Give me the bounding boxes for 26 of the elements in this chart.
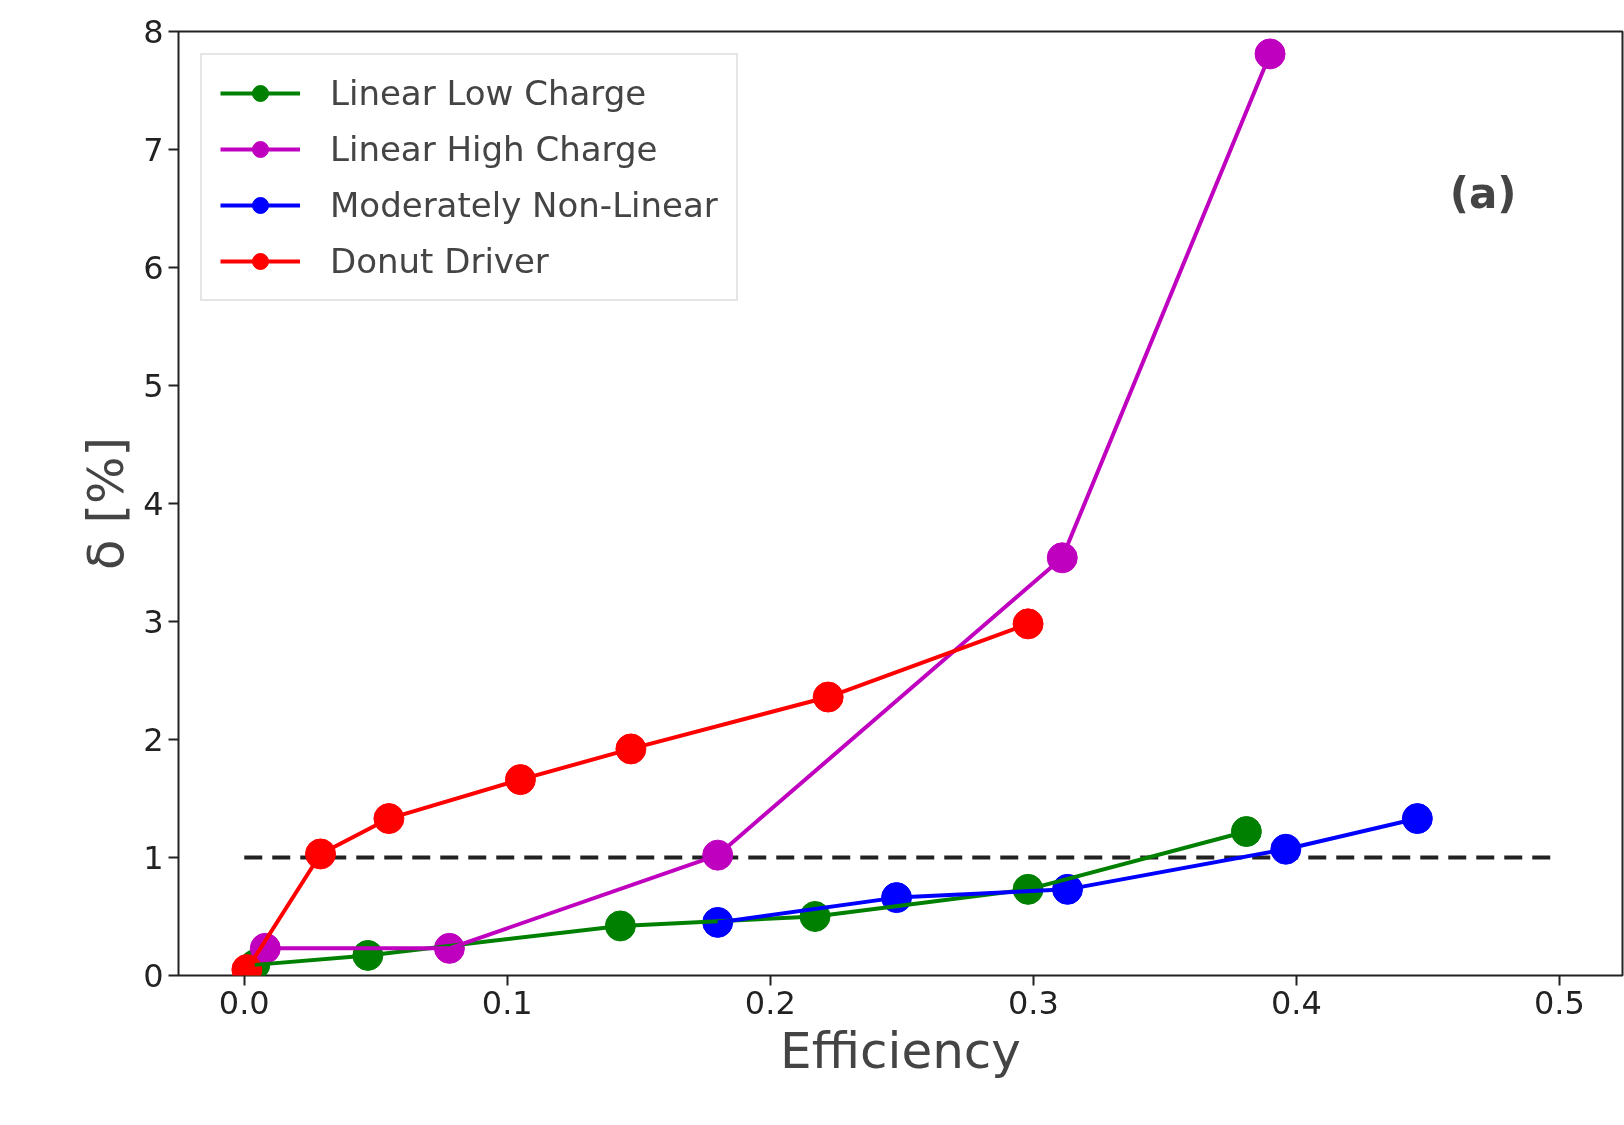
point	[1254, 38, 1286, 70]
point	[1230, 816, 1262, 848]
x-tick-label: 0.2	[744, 983, 796, 1022]
y-tick-label: 2	[143, 721, 164, 759]
y-tick-label: 7	[143, 131, 164, 169]
y-tick-label: 1	[143, 839, 164, 877]
legend-label: Linear High Charge	[330, 129, 658, 169]
y-tick-label: 3	[143, 603, 164, 641]
y-tick-label: 4	[143, 485, 164, 523]
point	[1401, 803, 1433, 835]
x-tick-label: 0.3	[1007, 983, 1059, 1022]
x-tick-label: 0.5	[1533, 983, 1585, 1022]
x-axis-title: Efficiency	[780, 1021, 1021, 1080]
y-tick-label: 5	[143, 367, 164, 405]
legend-label: Moderately Non-Linear	[330, 185, 718, 225]
x-tick-label: 0.1	[481, 983, 533, 1022]
legend-label: Donut Driver	[330, 241, 549, 281]
y-tick-label: 8	[143, 13, 164, 51]
point	[1012, 608, 1044, 640]
x-tick-label: 0.4	[1270, 983, 1322, 1022]
x-tick-label: 0.0	[218, 983, 270, 1022]
y-axis-title: δ [%]	[77, 436, 136, 570]
y-tick-label: 0	[143, 957, 164, 995]
annotation: (a)	[1449, 168, 1517, 218]
legend-label: Linear Low Charge	[330, 73, 647, 113]
y-tick-label: 6	[143, 249, 164, 287]
